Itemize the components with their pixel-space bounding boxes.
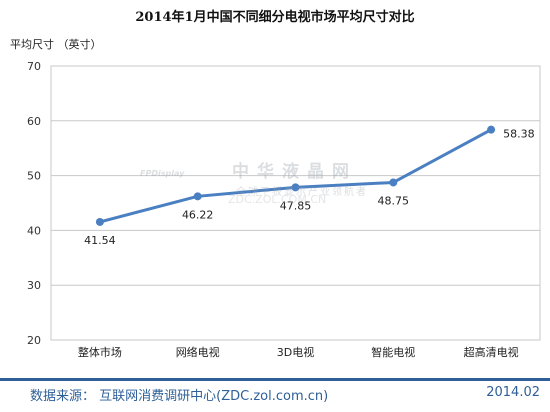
y-tick-label: 50 [27,170,41,183]
y-tick-label: 20 [27,334,41,347]
data-point [389,178,398,187]
y-tick-label: 60 [27,115,41,128]
x-tick-label: 超高清电视 [464,345,519,359]
data-label: 41.54 [84,234,116,247]
data-point [95,217,104,226]
y-tick-label: 30 [27,279,41,292]
x-tick-label: 智能电视 [371,345,415,359]
series-line [95,125,496,226]
data-point [487,125,496,134]
y-tick-label: 40 [27,224,41,237]
x-tick-label: 网络电视 [176,345,220,359]
data-label: 58.38 [503,128,534,141]
data-labels: 41.54 46.22 47.85 48.75 58.38 [84,128,534,247]
gridlines [51,120,540,286]
report-date: 2014.02 [486,385,540,400]
x-tick-label: 3D电视 [277,345,314,359]
data-label: 48.75 [378,194,410,207]
x-tick-label: 整体市场 [78,345,122,359]
footer-divider [0,378,550,381]
plot-area [50,65,541,341]
y-tick-labels: 20 30 40 50 60 70 [27,60,41,347]
data-label: 47.85 [280,199,312,212]
data-point [193,192,202,201]
data-source: 数据来源： 互联网消费调研中心(ZDC.zol.com.cn) [30,389,329,404]
chart-title: 2014年1月中国不同细分电视市场平均尺寸对比 [135,10,415,25]
y-axis-label: 平均尺寸 （英寸） [10,38,102,51]
data-label: 46.22 [182,208,214,221]
y-tick-label: 70 [27,60,41,73]
data-point [291,183,300,192]
x-tick-labels: 整体市场 网络电视 3D电视 智能电视 超高清电视 [78,345,519,359]
